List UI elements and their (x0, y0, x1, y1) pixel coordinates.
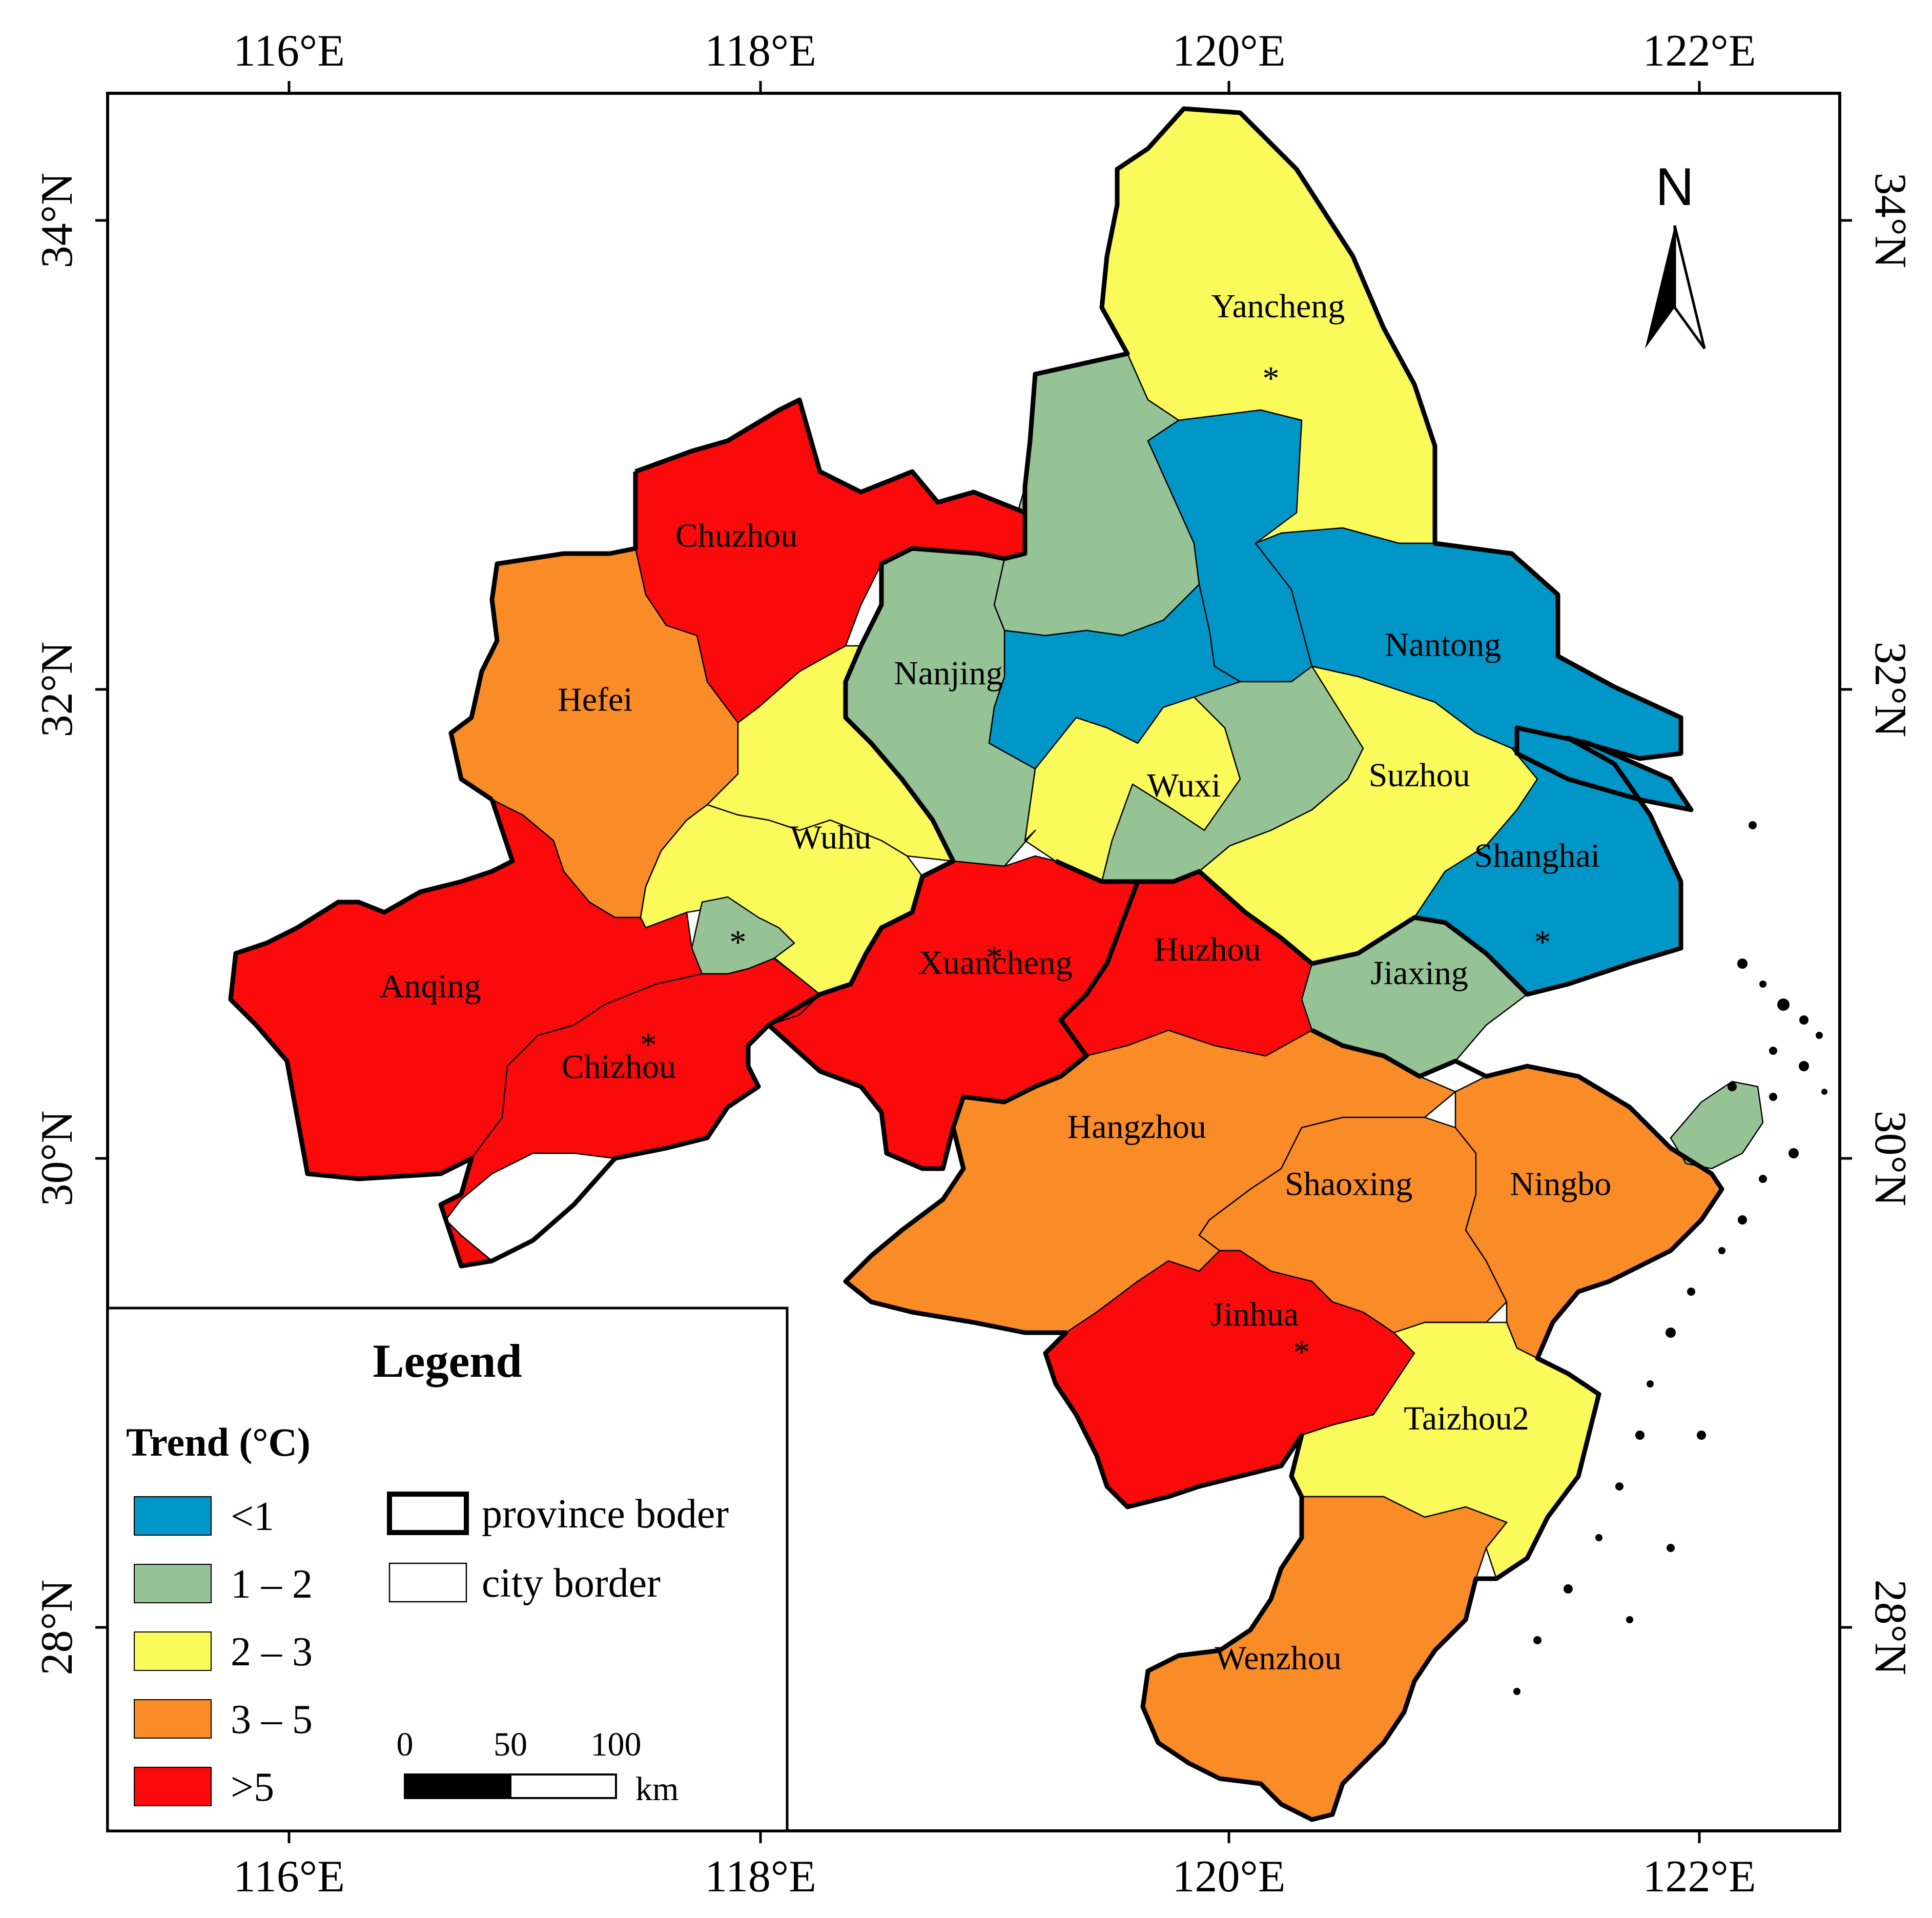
lon-label-bottom-122: 122°E (1643, 1852, 1756, 1902)
scale-bar: 0 50 100 km (397, 1726, 679, 1808)
graticule-ticks (95, 81, 1852, 1843)
lat-label-left-32: 32°N (32, 642, 82, 738)
province-borders (228, 106, 1724, 1822)
city-regions (230, 108, 1764, 1821)
province-border-chongming (1514, 725, 1694, 812)
city-labels: Yancheng * Chuzhou Nanjing Nantong Hefei Wuxi S… (380, 288, 1612, 1677)
legend-city-swatch (388, 1562, 467, 1603)
significance-marker-xuancheng: * (986, 939, 1003, 976)
city-label-chuzhou: Chuzhou (675, 517, 797, 554)
city-label-anqing: Anqing (380, 968, 481, 1005)
scale-segment-white (509, 1773, 617, 1799)
significance-marker-shanghai: * (1534, 924, 1551, 961)
legend-city-label: city border (482, 1561, 661, 1606)
lat-labels-left: 34°N 32°N 30°N 28°N (32, 173, 82, 1676)
scale-tick-0: 0 (397, 1726, 414, 1763)
city-label-taizhou2: Taizhou2 (1404, 1400, 1529, 1437)
city-label-wuxi: Wuxi (1147, 767, 1221, 804)
legend-swatch-lt1 (134, 1496, 212, 1536)
city-label-suzhou: Suzhou (1369, 757, 1470, 794)
city-label-hangzhou: Hangzhou (1067, 1108, 1206, 1146)
legend-swatches: <1 1 – 2 2 – 3 3 – 5 >5 (134, 1494, 313, 1810)
lat-label-right-28: 28°N (1865, 1580, 1915, 1676)
province-border-anhui-nw (448, 472, 638, 802)
significance-marker-yancheng: * (1263, 360, 1280, 397)
city-label-nantong: Nantong (1385, 626, 1501, 663)
city-label-wuhu: Wuhu (790, 819, 872, 856)
city-label-shaoxing: Shaoxing (1285, 1166, 1412, 1203)
city-label-wenzhou: Wenzhou (1215, 1640, 1342, 1677)
legend: Legend Trend (°C) <1 1 – 2 2 – 3 3 – 5 >5 pr… (106, 1307, 789, 1832)
lon-label-top-122: 122°E (1643, 26, 1756, 76)
lon-label-top-118: 118°E (705, 26, 816, 76)
lon-label-top-120: 120°E (1173, 26, 1286, 76)
legend-subtitle: Trend (°C) (126, 1420, 311, 1464)
province-border-anhui (634, 397, 1140, 1171)
lat-label-left-28: 28°N (32, 1580, 82, 1676)
legend-title: Legend (373, 1335, 522, 1387)
province-border-jiangsu (1022, 106, 1683, 997)
province-border-anhui-sw (228, 799, 771, 1269)
lat-label-right-32: 32°N (1865, 642, 1915, 738)
city-label-jiaxing: Jiaxing (1370, 954, 1468, 992)
lon-label-bottom-120: 120°E (1173, 1852, 1286, 1902)
city-label-shanghai: Shanghai (1474, 837, 1600, 874)
significance-marker-jinhua: * (1293, 1334, 1310, 1371)
coastal-islands (1513, 821, 1827, 1695)
scale-segment-black (404, 1773, 511, 1799)
legend-swatch-gt5 (134, 1767, 212, 1806)
lat-label-left-30: 30°N (32, 1111, 82, 1207)
lon-label-top-116: 116°E (233, 26, 345, 76)
city-label-nanjing: Nanjing (894, 655, 1003, 692)
north-arrow-right-half (1673, 225, 1706, 350)
lat-label-right-34: 34°N (1865, 173, 1915, 269)
legend-swatch-c1_2 (134, 1564, 212, 1603)
legend-label-gt5: >5 (231, 1765, 274, 1810)
scale-tick-100: 100 (591, 1726, 642, 1763)
lon-labels-bottom: 116°E 118°E 120°E 122°E (233, 1852, 1756, 1902)
city-label-yancheng: Yancheng (1211, 288, 1345, 325)
legend-label-c3_5: 3 – 5 (231, 1697, 313, 1742)
legend-label-c2_3: 2 – 3 (231, 1629, 313, 1675)
city-label-ningbo: Ningbo (1510, 1166, 1611, 1203)
scale-tick-50: 50 (494, 1726, 527, 1763)
legend-swatch-c3_5 (134, 1699, 212, 1739)
city-label-huzhou: Huzhou (1154, 931, 1261, 968)
north-arrow-label: N (1655, 157, 1694, 217)
city-label-chizhou: Chizhou (561, 1048, 676, 1086)
legend-label-lt1: <1 (231, 1494, 274, 1539)
lat-label-right-30: 30°N (1865, 1111, 1915, 1207)
legend-label-c1_2: 1 – 2 (231, 1562, 313, 1607)
north-arrow-left-half (1645, 226, 1675, 349)
lon-labels-top: 116°E 118°E 120°E 122°E (233, 26, 1756, 76)
lat-label-left-34: 34°N (32, 173, 82, 269)
scale-unit: km (635, 1770, 679, 1808)
legend-province-swatch (387, 1492, 469, 1535)
city-label-jinhua: Jinhua (1210, 1296, 1299, 1333)
lat-labels-right: 34°N 32°N 30°N 28°N (1865, 173, 1915, 1676)
province-border-zhejiang (843, 1028, 1724, 1822)
north-arrow: N (1645, 157, 1706, 350)
city-label-hefei: Hefei (558, 681, 633, 719)
significance-marker-chizhou: * (640, 1026, 657, 1064)
lon-label-bottom-118: 118°E (705, 1852, 816, 1902)
significance-marker-tongling: * (730, 924, 747, 961)
legend-province-label: province boder (482, 1492, 729, 1537)
lon-label-bottom-116: 116°E (233, 1852, 345, 1902)
city-label-xuancheng: Xuancheng (918, 944, 1073, 982)
legend-swatch-c2_3 (134, 1631, 212, 1671)
